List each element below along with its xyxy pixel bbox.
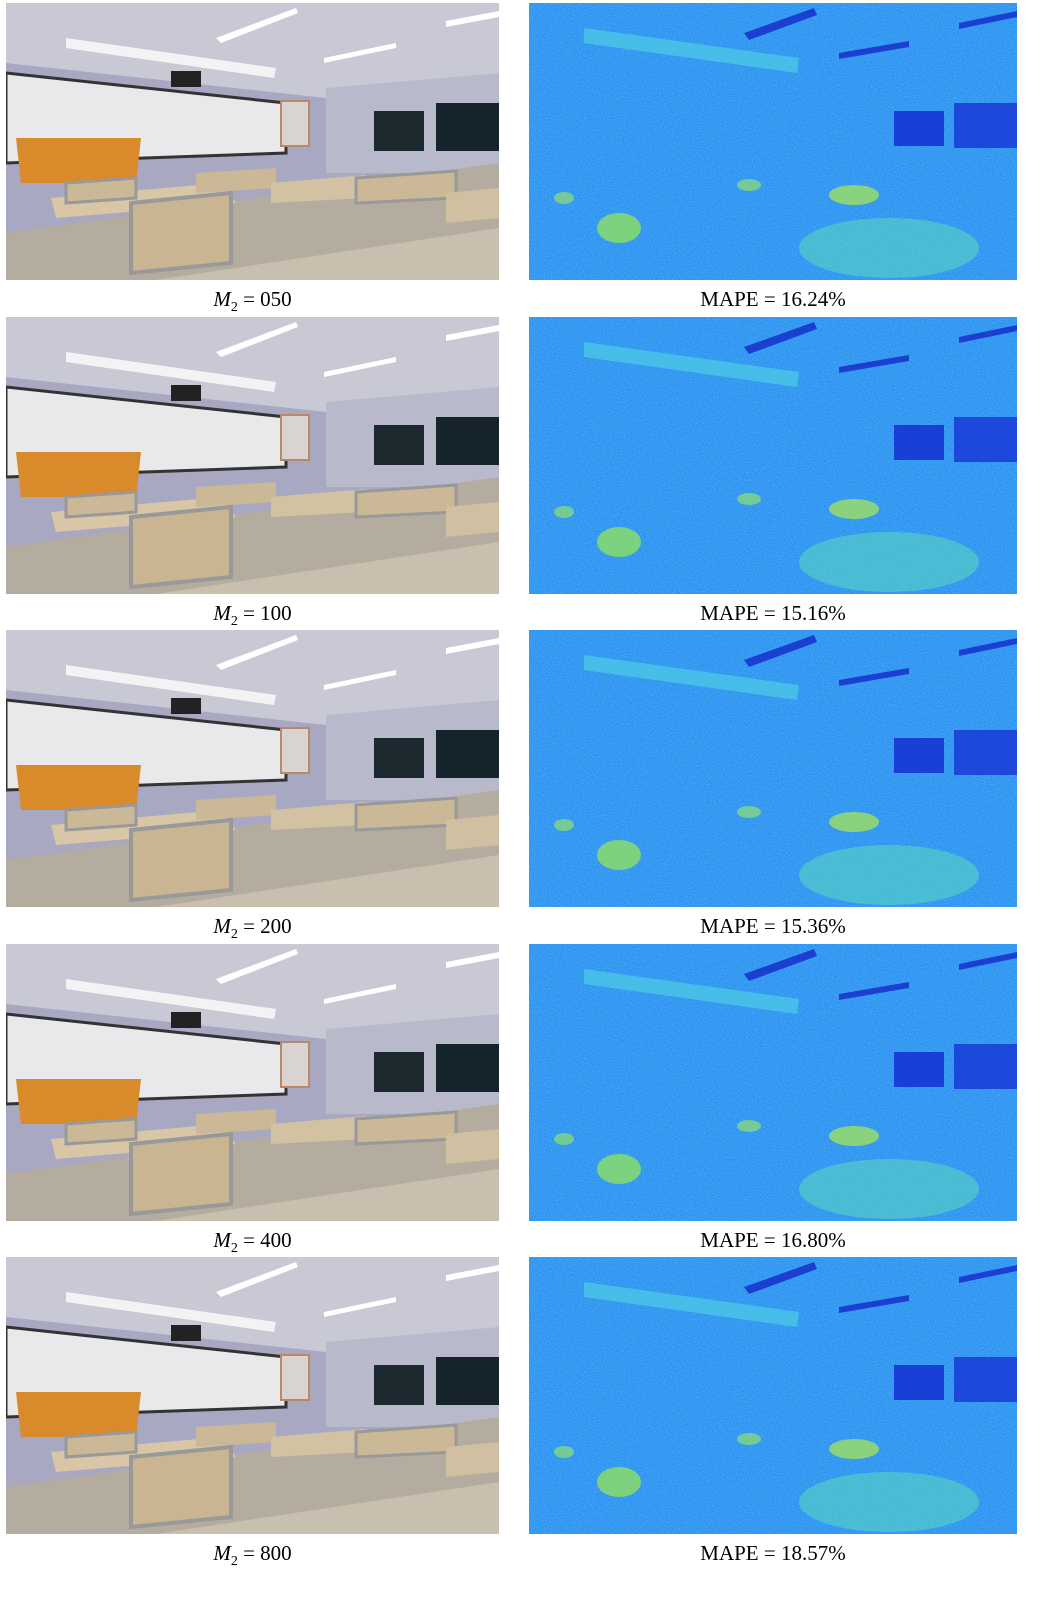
caption-value: = 200 (243, 914, 292, 938)
left-caption: M2 = 200 (6, 913, 499, 939)
rendered-image (6, 3, 499, 280)
right-caption: MAPE = 15.36% (529, 913, 1017, 939)
page: M2 = 050MAPE = 16.24%M2 = 100MAPE = 15.1… (0, 0, 1052, 1622)
caption-symbol: M (213, 1228, 231, 1252)
right-caption: MAPE = 16.80% (529, 1227, 1017, 1253)
rendered-image (6, 317, 499, 594)
caption-symbol: M (213, 914, 231, 938)
figure-row: M2 = 100 MAPE = 15.16% (0, 314, 1052, 627)
figure-row: M2 = 050 MAPE = 16.24% (0, 0, 1052, 313)
left-caption: M2 = 050 (6, 286, 499, 312)
figure-row: M2 = 800 MAPE = 18.57% (0, 1254, 1052, 1567)
caption-symbol: M (213, 1541, 231, 1565)
rendered-image (6, 1257, 499, 1534)
figure-row: M2 = 400 MAPE = 16.80% (0, 941, 1052, 1254)
figure-row: M2 = 200 MAPE = 15.36% (0, 627, 1052, 940)
left-caption: M2 = 400 (6, 1227, 499, 1253)
caption-subscript: 2 (231, 1554, 238, 1569)
caption-symbol: M (213, 601, 231, 625)
left-caption: M2 = 800 (6, 1540, 499, 1566)
error-heatmap (529, 3, 1017, 280)
error-heatmap (529, 630, 1017, 907)
right-caption: MAPE = 15.16% (529, 600, 1017, 626)
caption-value: = 100 (243, 601, 292, 625)
rendered-image (6, 944, 499, 1221)
caption-symbol: M (213, 287, 231, 311)
rendered-image (6, 630, 499, 907)
right-caption: MAPE = 16.24% (529, 286, 1017, 312)
error-heatmap (529, 944, 1017, 1221)
right-caption: MAPE = 18.57% (529, 1540, 1017, 1566)
caption-value: = 800 (243, 1541, 292, 1565)
left-caption: M2 = 100 (6, 600, 499, 626)
error-heatmap (529, 1257, 1017, 1534)
caption-value: = 050 (243, 287, 292, 311)
caption-value: = 400 (243, 1228, 292, 1252)
error-heatmap (529, 317, 1017, 594)
